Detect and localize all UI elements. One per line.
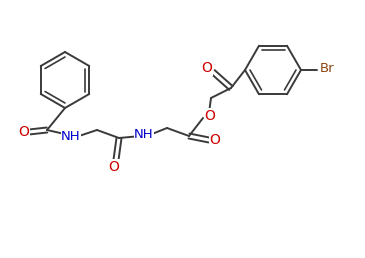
Text: O: O: [204, 109, 215, 123]
Text: NH: NH: [61, 130, 81, 142]
Text: O: O: [19, 125, 30, 139]
Text: NH: NH: [134, 127, 154, 141]
Text: Br: Br: [320, 62, 334, 76]
Text: O: O: [201, 61, 212, 75]
Text: O: O: [108, 160, 119, 174]
Text: O: O: [210, 133, 220, 147]
